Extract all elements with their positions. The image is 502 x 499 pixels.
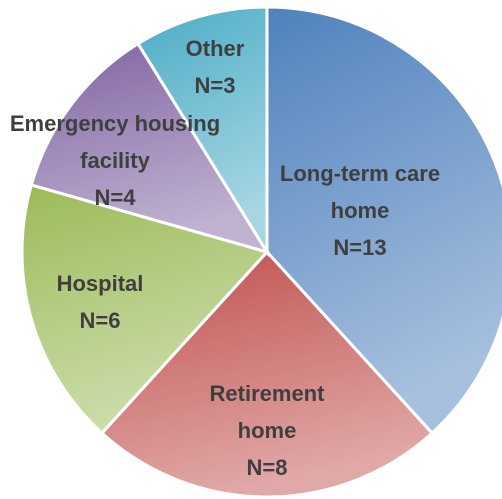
pie-slice [20,183,270,436]
slice-label: Emergency housing facility [10,111,220,173]
slice-label: Hospital [57,271,144,296]
pie-slice [265,5,502,436]
value-label: N=13 [333,235,386,260]
value-label: N=8 [247,455,288,480]
pie-slice [99,249,435,499]
value-label: N=6 [80,308,121,333]
slice-label: Long-term care home [280,161,440,223]
value-label: N=4 [95,185,137,210]
pie-slice [135,5,269,258]
slice-label: Other [186,36,245,61]
slice-label: Retirement home [210,381,326,443]
pie-slice [29,41,271,255]
value-label: N=3 [195,73,236,98]
